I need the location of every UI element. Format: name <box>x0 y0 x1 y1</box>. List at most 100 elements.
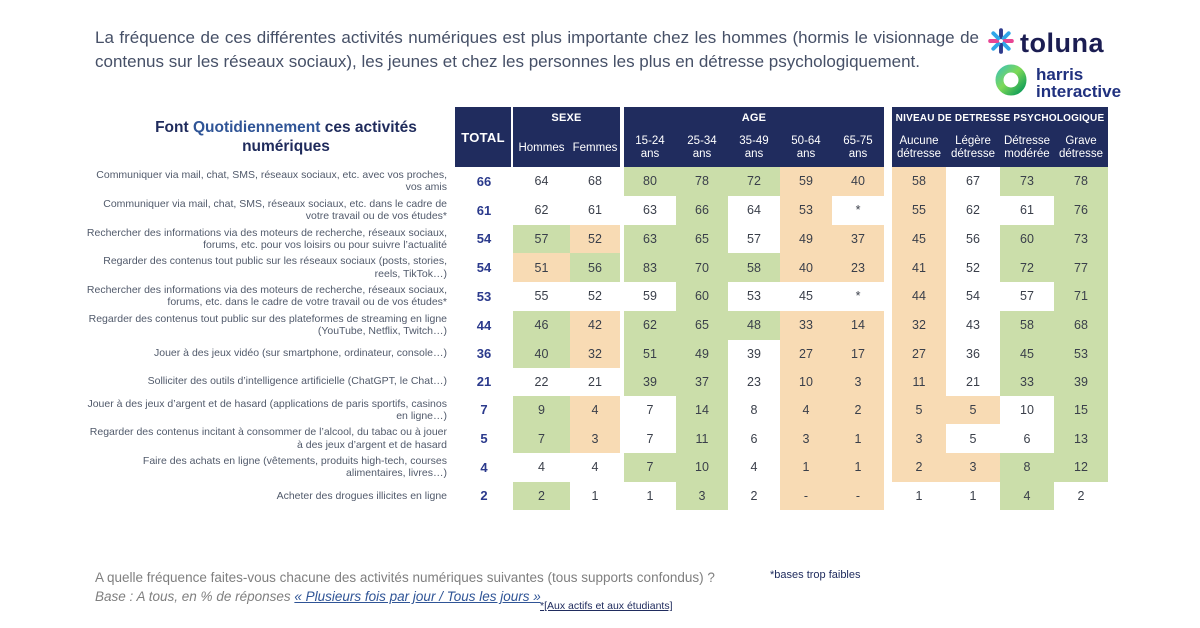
value-cell: 10 <box>676 453 728 482</box>
harris-ring-icon <box>994 63 1028 102</box>
value-cell: 80 <box>624 167 676 196</box>
value-cell: 51 <box>624 339 676 368</box>
value-cell: 68 <box>570 167 620 196</box>
value-cell: 67 <box>946 167 1000 196</box>
value-cell: 32 <box>570 339 620 368</box>
value-cell: 41 <box>892 253 946 282</box>
source-base-prefix: Base : A tous, en % de réponses <box>95 589 295 604</box>
base-quote: « Plusieurs fois par jour / Tous les jou… <box>294 589 541 604</box>
value-cell: 57 <box>513 224 570 254</box>
value-cell: 1 <box>570 481 620 510</box>
column-header: Grave détresse <box>1054 129 1108 167</box>
table-title-prefix: Font <box>155 118 193 136</box>
value-cell: 37 <box>832 224 884 254</box>
value-cell: 40 <box>513 339 570 368</box>
value-cell: 11 <box>676 424 728 453</box>
column-header: Détresse modérée <box>1000 129 1054 167</box>
value-cell: 77 <box>1054 253 1108 282</box>
column-header: 35-49 ans <box>728 129 780 167</box>
note-actifs: *[Aux actifs et aux étudiants] <box>540 600 673 612</box>
toluna-asterisk-icon <box>988 28 1014 59</box>
value-cell: 58 <box>892 167 946 196</box>
value-cell: 64 <box>728 195 780 225</box>
value-cell: 3 <box>780 424 832 453</box>
value-cell: 56 <box>946 224 1000 254</box>
value-cell: 65 <box>676 224 728 254</box>
row-label: Communiquer via mail, chat, SMS, réseaux… <box>96 169 447 194</box>
value-cell: 32 <box>892 310 946 340</box>
value-cell: 23 <box>832 253 884 282</box>
value-cell: 72 <box>728 167 780 196</box>
value-cell: 57 <box>1000 282 1054 311</box>
value-cell: 55 <box>892 195 946 225</box>
value-cell: 49 <box>676 339 728 368</box>
value-cell: 65 <box>676 310 728 340</box>
value-cell: 11 <box>892 367 946 396</box>
value-cell: 63 <box>624 224 676 254</box>
value-cell: 52 <box>946 253 1000 282</box>
row-label: Regarder des contenus incitant à consomm… <box>89 426 447 451</box>
value-cell: 52 <box>570 224 620 254</box>
value-cell: 12 <box>1054 453 1108 482</box>
value-cell: 52 <box>570 282 620 311</box>
value-cell: 70 <box>676 253 728 282</box>
column-header: 25-34 ans <box>676 129 728 167</box>
column-header: Hommes <box>513 129 570 167</box>
value-cell: 2 <box>1054 481 1108 510</box>
total-value: 2 <box>480 488 488 504</box>
value-cell: 61 <box>1000 195 1054 225</box>
value-cell: 6 <box>728 424 780 453</box>
value-cell: 23 <box>728 367 780 396</box>
table-title-text: Font Quotidiennement ces activités numér… <box>131 118 441 157</box>
value-cell: 73 <box>1000 167 1054 196</box>
value-cell: 15 <box>1054 395 1108 425</box>
value-cell: 2 <box>513 481 570 510</box>
value-cell: 14 <box>832 310 884 340</box>
value-cell: 73 <box>1054 224 1108 254</box>
value-cell: 39 <box>728 339 780 368</box>
value-cell: 53 <box>780 195 832 225</box>
value-cell: 3 <box>892 424 946 453</box>
total-value: 54 <box>476 260 492 276</box>
value-cell: 4 <box>780 395 832 425</box>
value-cell: 3 <box>946 453 1000 482</box>
harris-logo-text: harris interactive <box>1036 64 1122 101</box>
value-cell: 2 <box>832 395 884 425</box>
value-cell: 66 <box>676 195 728 225</box>
value-cell: 10 <box>780 367 832 396</box>
value-cell: 14 <box>676 395 728 425</box>
value-cell: 2 <box>892 453 946 482</box>
value-cell: 58 <box>728 253 780 282</box>
total-value: 5 <box>480 431 488 447</box>
toluna-logo: toluna <box>988 28 1178 59</box>
value-cell: 4 <box>728 453 780 482</box>
value-cell: 72 <box>1000 253 1054 282</box>
value-cell: 39 <box>1054 367 1108 396</box>
value-cell: 59 <box>780 167 832 196</box>
total-value: 61 <box>476 202 492 218</box>
row-label: Rechercher des informations via des mote… <box>86 226 447 251</box>
value-cell: 1 <box>624 481 676 510</box>
value-cell: 43 <box>946 310 1000 340</box>
value-cell: 63 <box>624 195 676 225</box>
value-cell: 54 <box>946 282 1000 311</box>
value-cell: 33 <box>780 310 832 340</box>
value-cell: 22 <box>513 367 570 396</box>
value-cell: 60 <box>676 282 728 311</box>
value-cell: 1 <box>892 481 946 510</box>
value-cell: 1 <box>780 453 832 482</box>
value-cell: 53 <box>728 282 780 311</box>
table-title-highlight: Quotidiennement <box>192 118 321 136</box>
value-cell: 56 <box>570 253 620 282</box>
source-base: Base : A tous, en % de réponses « Plusie… <box>95 589 541 604</box>
total-value: 54 <box>476 231 492 247</box>
header-total: TOTAL <box>455 107 513 167</box>
value-cell: 78 <box>1054 167 1108 196</box>
row-label: Solliciter des outils d’intelligence art… <box>147 375 447 388</box>
row-label: Jouer à des jeux d’argent et de hasard (… <box>87 397 447 422</box>
total-value: 36 <box>476 346 492 361</box>
value-cell: 45 <box>892 224 946 254</box>
value-cell: 45 <box>1000 339 1054 368</box>
value-cell: 71 <box>1054 282 1108 311</box>
